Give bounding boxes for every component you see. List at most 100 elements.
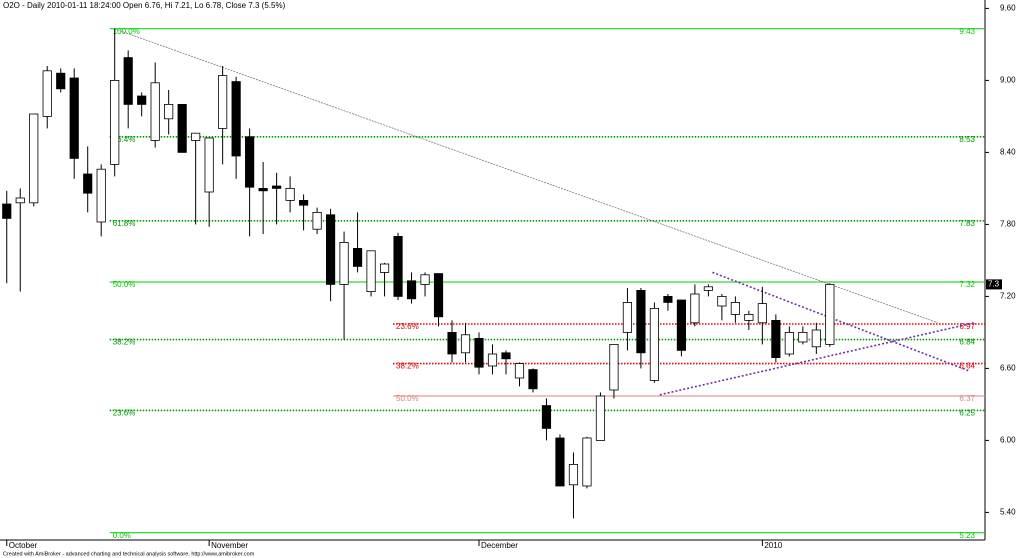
candle-body <box>312 211 322 230</box>
x-tick-label: 2010 <box>764 541 782 550</box>
fib-value: 6.37 <box>959 394 975 403</box>
candle-body <box>703 286 713 291</box>
fib-value: 6.84 <box>959 338 975 347</box>
trendline <box>712 271 970 372</box>
fib-label: 50.0% <box>113 280 136 289</box>
last-price: 7.3 <box>988 280 1000 289</box>
fib-value: 6.64 <box>959 362 975 371</box>
y-tick-label: 6.60 <box>1000 364 1016 373</box>
fib-label: 38.2% <box>396 362 419 371</box>
candle-body <box>636 289 646 354</box>
fib-value: 7.32 <box>959 280 975 289</box>
chart-title: O2O - Daily 2010-01-11 18:24:00 Open 6.7… <box>3 1 286 10</box>
y-tick-label: 7.80 <box>1000 220 1016 229</box>
candle-body <box>663 295 673 303</box>
fib-label: 76.4% <box>113 135 136 144</box>
candle-body <box>487 353 498 367</box>
candle-body <box>83 173 93 194</box>
candle-body <box>69 77 79 159</box>
candle-body <box>272 185 282 189</box>
x-tick-label: November <box>211 541 248 550</box>
candle-body <box>474 337 484 368</box>
candle-body <box>231 81 241 157</box>
candle-body <box>784 331 794 355</box>
candle-body <box>2 203 12 219</box>
trendline <box>114 28 938 324</box>
fib-value: 6.97 <box>959 322 975 331</box>
y-tick-label: 7.20 <box>1000 292 1016 301</box>
candle-body <box>352 247 363 267</box>
x-tick-label: October <box>9 541 38 550</box>
fib-label: 100.0% <box>113 27 140 36</box>
candle-body <box>649 307 660 381</box>
candle-body <box>110 80 120 165</box>
candle-body <box>811 329 821 348</box>
fib-value: 6.25 <box>959 409 975 418</box>
candle-body <box>676 299 686 351</box>
candle-body <box>406 280 417 300</box>
candle-body <box>285 187 295 201</box>
candle-body <box>744 313 754 321</box>
candle-body <box>245 136 255 188</box>
fib-label: 0.0% <box>113 531 131 540</box>
candle-body <box>191 132 201 141</box>
fib-label: 38.2% <box>113 338 136 347</box>
candle-body <box>420 274 430 285</box>
fib-label: 61.8% <box>113 219 136 228</box>
candle-body <box>595 395 606 441</box>
candle-body <box>56 72 66 90</box>
candle-body <box>177 104 187 153</box>
candle-body <box>123 57 133 105</box>
y-tick-label: 6.00 <box>1000 436 1016 445</box>
candle-body <box>514 363 525 379</box>
candle-body <box>771 319 781 358</box>
fib-label: 50.0% <box>396 394 419 403</box>
candle-body <box>299 199 309 206</box>
candle-body <box>96 168 106 223</box>
candle-body <box>528 369 538 390</box>
candle-body <box>258 187 268 192</box>
fib-value: 8.53 <box>959 135 975 144</box>
fib-value: 5.23 <box>959 531 975 540</box>
candle-body <box>555 437 565 487</box>
candle-body <box>366 250 376 293</box>
candle-body <box>609 343 619 391</box>
candle-body <box>393 235 403 297</box>
candle-body <box>568 463 579 486</box>
last-price-box <box>986 279 1002 290</box>
candle-body <box>204 137 214 193</box>
candle-body <box>433 273 444 318</box>
candle-body <box>757 303 767 324</box>
x-tick-label: December <box>481 541 518 550</box>
candle-body <box>622 301 633 333</box>
y-tick-label: 8.40 <box>1000 148 1016 157</box>
y-tick-label: 5.40 <box>1000 508 1016 517</box>
fib-label: 23.6% <box>396 322 419 331</box>
candle-body <box>501 352 511 360</box>
candle-body <box>15 197 25 204</box>
candle-body <box>447 331 457 355</box>
candle-body <box>541 405 552 429</box>
candle-body <box>730 301 740 315</box>
y-tick-label: 9.60 <box>1000 4 1016 13</box>
candle-body <box>137 95 147 105</box>
candle-body <box>798 331 808 343</box>
candle-body <box>825 283 835 345</box>
candle-body <box>218 75 228 129</box>
fib-value: 9.43 <box>959 27 975 36</box>
candle-body <box>325 214 336 285</box>
candle-body <box>42 70 52 117</box>
candle-body <box>339 241 349 285</box>
y-tick-label: 9.00 <box>1000 76 1016 85</box>
candle-body <box>690 293 700 324</box>
trendline <box>659 322 975 396</box>
candle-body <box>582 437 592 487</box>
candle-body <box>29 113 39 204</box>
footer: Created with AmiBroker - advanced charti… <box>3 551 255 557</box>
fib-value: 7.83 <box>959 219 975 228</box>
candle-body <box>164 104 174 120</box>
candle-body <box>150 82 160 141</box>
candle-body <box>379 263 390 273</box>
